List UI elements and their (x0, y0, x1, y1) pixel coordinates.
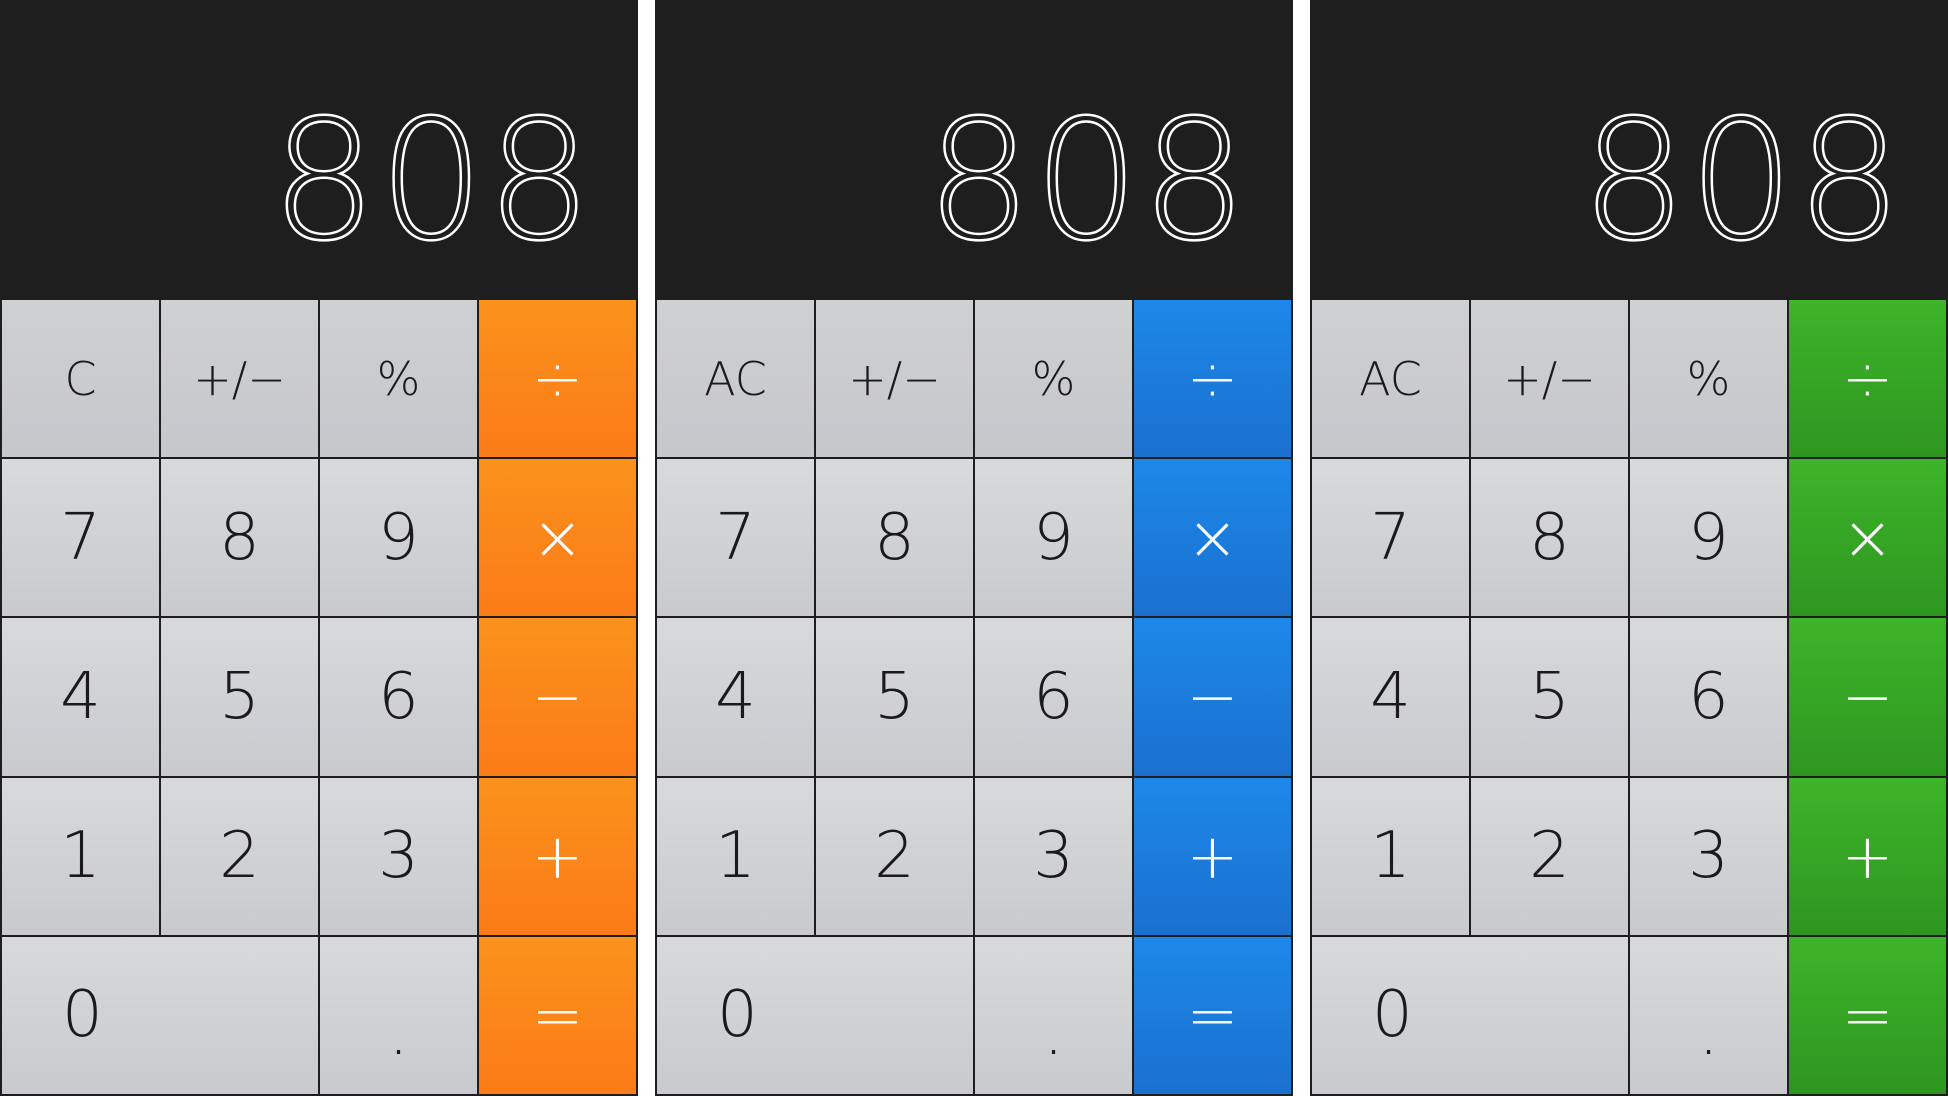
digit-0-button[interactable]: 0 (1312, 936, 1628, 1094)
digit-2-button[interactable]: 2 (161, 777, 318, 935)
clear-button[interactable]: C (2, 300, 159, 458)
digit-2-button[interactable]: 2 (1471, 777, 1628, 935)
calculator-display: 808 (0, 0, 638, 298)
display-value: 808 (925, 85, 1249, 278)
digit-9-button[interactable]: 9 (1630, 459, 1787, 617)
digit-4-button[interactable]: 4 (657, 618, 814, 776)
decimal-button[interactable]: . (975, 936, 1132, 1094)
percent-button[interactable]: % (975, 300, 1132, 458)
keypad: C +/− % ÷ 7 8 9 × 4 5 6 − 1 2 3 + 0 . = (0, 298, 638, 1096)
percent-button[interactable]: % (1630, 300, 1787, 458)
subtract-button[interactable]: − (1134, 618, 1291, 776)
digit-0-button[interactable]: 0 (657, 936, 973, 1094)
keypad: AC +/− % ÷ 7 8 9 × 4 5 6 − 1 2 3 + 0 . = (655, 298, 1293, 1096)
digit-6-button[interactable]: 6 (1630, 618, 1787, 776)
digit-2-button[interactable]: 2 (816, 777, 973, 935)
calculator-orange: 808 C +/− % ÷ 7 8 9 × 4 5 6 − 1 2 3 + 0 … (0, 0, 638, 1096)
display-value: 808 (270, 85, 594, 278)
digit-6-button[interactable]: 6 (975, 618, 1132, 776)
digit-8-button[interactable]: 8 (1471, 459, 1628, 617)
add-button[interactable]: + (479, 777, 636, 935)
multiply-button[interactable]: × (1789, 459, 1946, 617)
decimal-button[interactable]: . (320, 936, 477, 1094)
digit-0-button[interactable]: 0 (2, 936, 318, 1094)
keypad: AC +/− % ÷ 7 8 9 × 4 5 6 − 1 2 3 + 0 . = (1310, 298, 1948, 1096)
all-clear-button[interactable]: AC (1312, 300, 1469, 458)
sign-toggle-button[interactable]: +/− (161, 300, 318, 458)
calculator-green: 808 AC +/− % ÷ 7 8 9 × 4 5 6 − 1 2 3 + 0… (1310, 0, 1948, 1096)
sign-toggle-button[interactable]: +/− (1471, 300, 1628, 458)
digit-7-button[interactable]: 7 (657, 459, 814, 617)
divide-button[interactable]: ÷ (479, 300, 636, 458)
display-value: 808 (1580, 85, 1904, 278)
equals-button[interactable]: = (479, 936, 636, 1094)
digit-8-button[interactable]: 8 (161, 459, 318, 617)
digit-5-button[interactable]: 5 (1471, 618, 1628, 776)
subtract-button[interactable]: − (1789, 618, 1946, 776)
digit-3-button[interactable]: 3 (1630, 777, 1787, 935)
all-clear-button[interactable]: AC (657, 300, 814, 458)
subtract-button[interactable]: − (479, 618, 636, 776)
calculator-display: 808 (1310, 0, 1948, 298)
divide-button[interactable]: ÷ (1134, 300, 1291, 458)
divide-button[interactable]: ÷ (1789, 300, 1946, 458)
equals-button[interactable]: = (1789, 936, 1946, 1094)
digit-5-button[interactable]: 5 (816, 618, 973, 776)
equals-button[interactable]: = (1134, 936, 1291, 1094)
digit-3-button[interactable]: 3 (320, 777, 477, 935)
sign-toggle-button[interactable]: +/− (816, 300, 973, 458)
digit-4-button[interactable]: 4 (1312, 618, 1469, 776)
digit-9-button[interactable]: 9 (975, 459, 1132, 617)
digit-9-button[interactable]: 9 (320, 459, 477, 617)
add-button[interactable]: + (1134, 777, 1291, 935)
digit-6-button[interactable]: 6 (320, 618, 477, 776)
digit-1-button[interactable]: 1 (2, 777, 159, 935)
multiply-button[interactable]: × (479, 459, 636, 617)
digit-4-button[interactable]: 4 (2, 618, 159, 776)
percent-button[interactable]: % (320, 300, 477, 458)
add-button[interactable]: + (1789, 777, 1946, 935)
calculator-display: 808 (655, 0, 1293, 298)
digit-7-button[interactable]: 7 (2, 459, 159, 617)
digit-1-button[interactable]: 1 (1312, 777, 1469, 935)
calculator-blue: 808 AC +/− % ÷ 7 8 9 × 4 5 6 − 1 2 3 + 0… (655, 0, 1293, 1096)
digit-7-button[interactable]: 7 (1312, 459, 1469, 617)
digit-3-button[interactable]: 3 (975, 777, 1132, 935)
digit-5-button[interactable]: 5 (161, 618, 318, 776)
digit-8-button[interactable]: 8 (816, 459, 973, 617)
decimal-button[interactable]: . (1630, 936, 1787, 1094)
multiply-button[interactable]: × (1134, 459, 1291, 617)
digit-1-button[interactable]: 1 (657, 777, 814, 935)
